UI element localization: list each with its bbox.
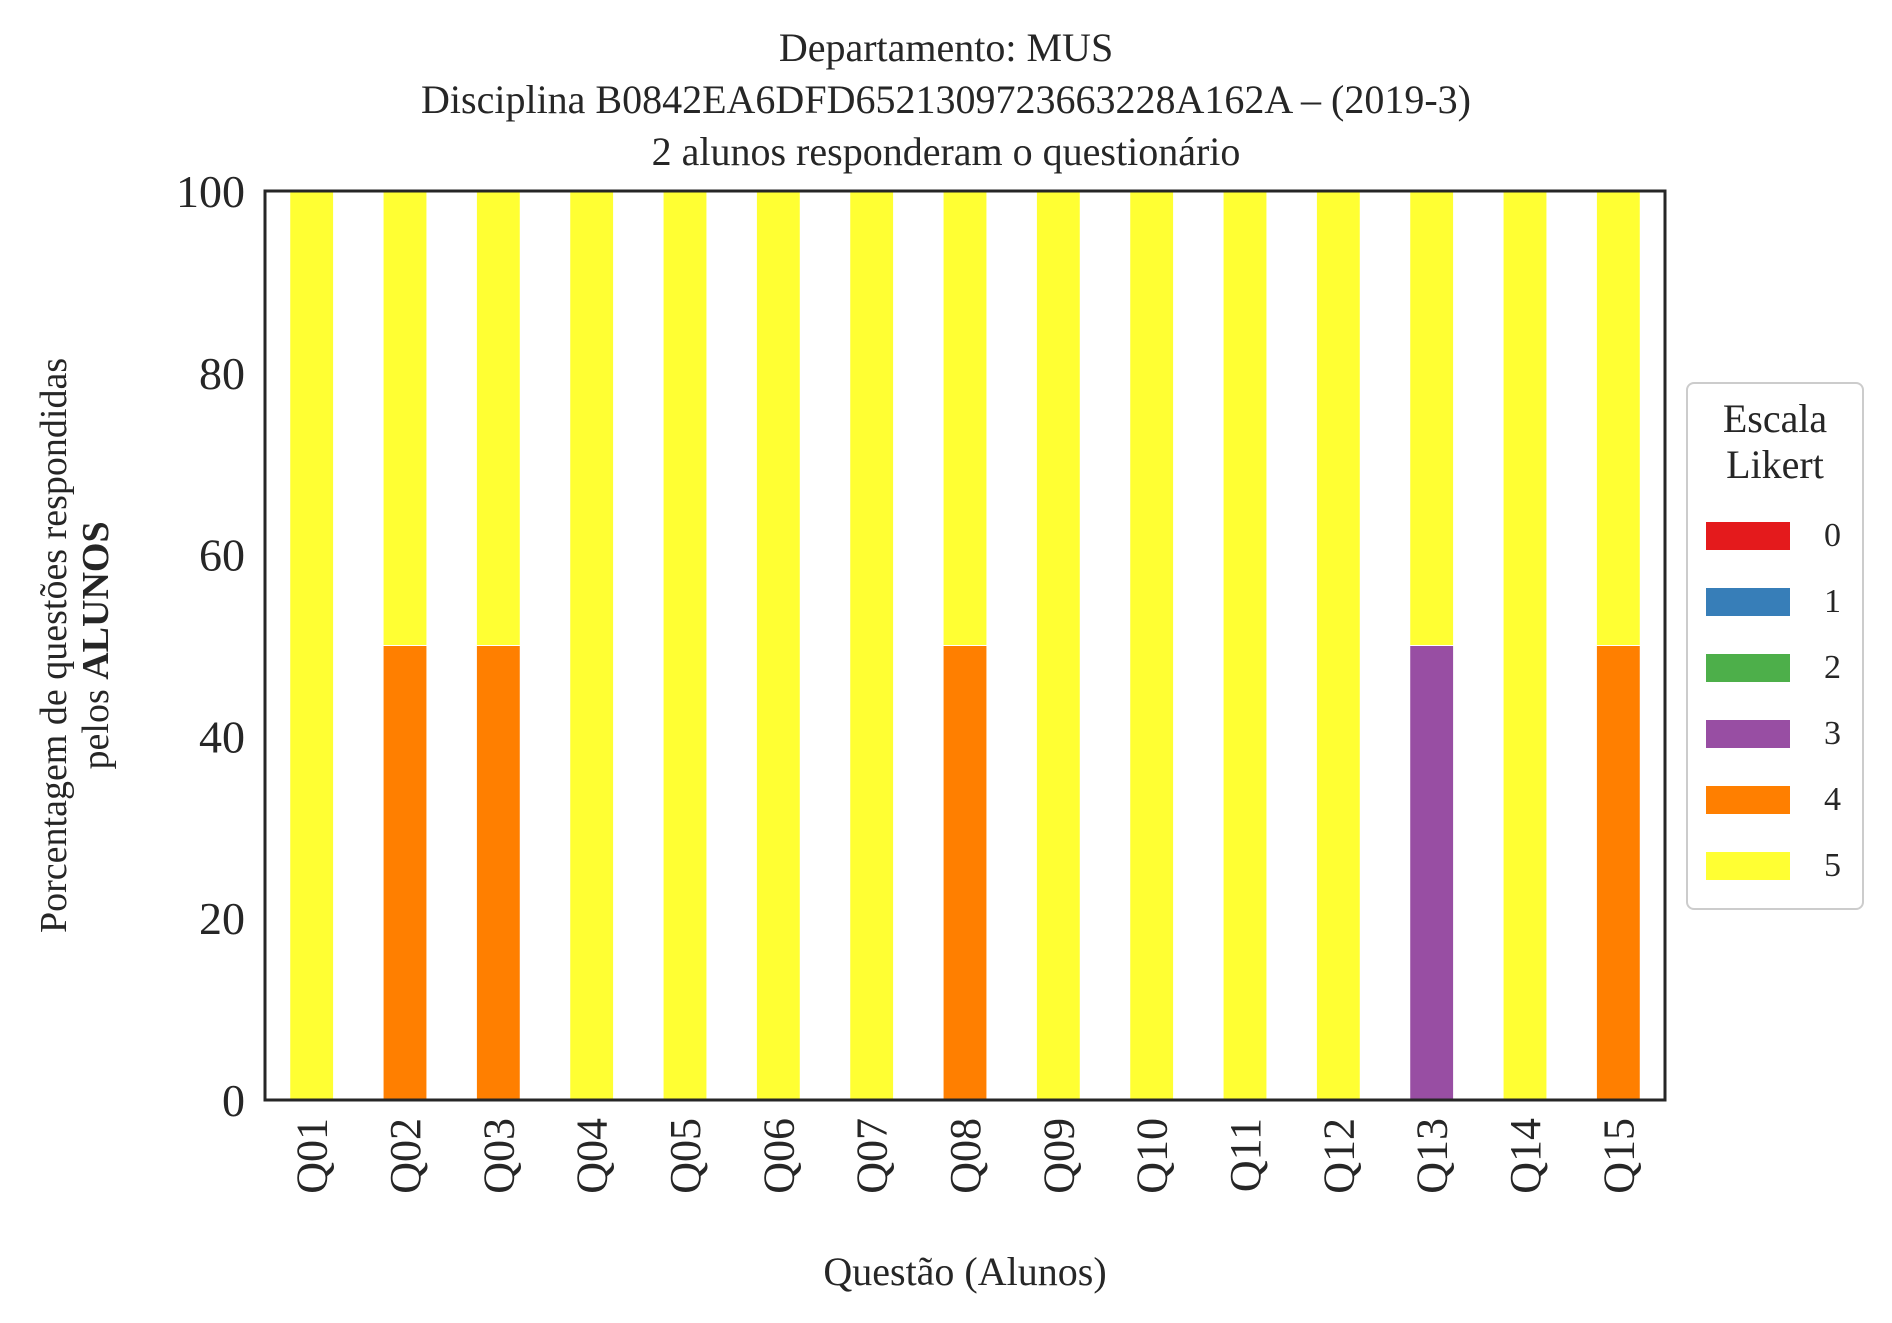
bar-q02-level-4	[382, 645, 428, 1101]
legend-swatch-5	[1706, 852, 1790, 880]
x-tick-label-q11: Q11	[1221, 1118, 1270, 1192]
x-tick-label-q09: Q09	[1034, 1118, 1083, 1194]
legend-swatch-1	[1706, 588, 1790, 616]
legend-swatch-3	[1706, 720, 1790, 748]
bar-q12-level-5	[1315, 190, 1361, 1101]
legend-label-3: 3	[1824, 715, 1841, 752]
x-tick-label-q08: Q08	[941, 1118, 990, 1194]
bar-q03-level-5	[475, 190, 521, 646]
x-ticks-group: Q01 Q02 Q03 Q04 Q05 Q06 Q07 Q08 Q09 Q10 Q11 Q12 Q13 Q…	[288, 1118, 1644, 1194]
bar-q04-level-5	[569, 190, 615, 1101]
x-axis-label: Questão (Alunos)	[823, 1249, 1107, 1294]
y-axis-label-line-2: pelos ALUNOS	[75, 358, 117, 933]
plot-frame	[263, 189, 1667, 1102]
y-axis-label: Porcentagem de questões respondidas pelo…	[33, 358, 117, 933]
legend-label-4: 4	[1824, 781, 1841, 818]
y-tick-label-40: 40	[199, 711, 245, 762]
bar-q15-level-5	[1595, 190, 1641, 646]
y-axis-label-line-1: Porcentagem de questões respondidas	[33, 357, 75, 933]
bar-q13-level-3	[1409, 645, 1455, 1101]
x-tick-label-q13: Q13	[1408, 1118, 1457, 1194]
legend-item-2: 2	[1706, 646, 1856, 686]
bar-q08-level-5	[942, 190, 988, 646]
legend-item-4: 4	[1706, 778, 1856, 818]
bar-q10-level-5	[1129, 190, 1175, 1101]
bar-q02-level-5	[382, 190, 428, 646]
legend-title-line-1: Escala	[1722, 396, 1828, 441]
legend: Escala Likert 0 1 2 3 4 5	[1686, 382, 1864, 910]
x-tick-label-q10: Q10	[1128, 1118, 1177, 1194]
x-tick-label-q02: Q02	[381, 1118, 430, 1194]
y-tick-label-0: 0	[222, 1075, 245, 1126]
legend-item-5: 5	[1706, 844, 1856, 884]
bar-q06-level-5	[755, 190, 801, 1101]
x-tick-label-q07: Q07	[848, 1118, 897, 1194]
x-tick-label-q01: Q01	[288, 1118, 337, 1194]
y-tick-label-20: 20	[199, 893, 245, 944]
y-axis-label-bold: ALUNOS	[75, 521, 117, 680]
legend-swatch-0	[1706, 522, 1790, 550]
bar-q09-level-5	[1035, 190, 1081, 1101]
x-tick-label-q04: Q04	[568, 1118, 617, 1194]
legend-label-5: 5	[1824, 847, 1841, 884]
x-tick-label-q14: Q14	[1501, 1118, 1550, 1194]
legend-swatch-4	[1706, 786, 1790, 814]
legend-item-1: 1	[1706, 580, 1856, 620]
chart-title-line-2: Disciplina B0842EA6DFD6521309723663228A1…	[421, 77, 1471, 122]
x-tick-label-q05: Q05	[661, 1118, 710, 1194]
x-tick-label-q03: Q03	[474, 1118, 523, 1194]
legend-title: Escala Likert	[1688, 396, 1862, 488]
x-tick-label-q06: Q06	[754, 1118, 803, 1194]
bar-q03-level-4	[475, 645, 521, 1101]
legend-label-0: 0	[1824, 517, 1841, 554]
y-axis-label-prefix: pelos	[75, 679, 117, 770]
bar-q15-level-4	[1595, 645, 1641, 1101]
y-ticks-group: 0 20 40 60 80 100	[176, 166, 245, 1126]
legend-item-3: 3	[1706, 712, 1856, 752]
y-tick-label-80: 80	[199, 348, 245, 399]
bar-q05-level-5	[662, 190, 708, 1101]
y-tick-label-60: 60	[199, 530, 245, 581]
x-tick-label-q15: Q15	[1594, 1118, 1643, 1194]
legend-swatch-2	[1706, 654, 1790, 682]
y-tick-label-100: 100	[176, 166, 245, 217]
bar-q07-level-5	[849, 190, 895, 1101]
legend-label-2: 2	[1824, 649, 1841, 686]
x-tick-label-q12: Q12	[1314, 1118, 1363, 1194]
legend-item-0: 0	[1706, 514, 1856, 554]
legend-label-1: 1	[1824, 583, 1841, 620]
legend-title-line-2: Likert	[1726, 442, 1824, 487]
bar-q08-level-4	[942, 645, 988, 1101]
bars-group	[289, 190, 1641, 1101]
chart-title-line-3: 2 alunos responderam o questionário	[651, 129, 1241, 174]
bar-q01-level-5	[289, 190, 335, 1101]
bar-q14-level-5	[1502, 190, 1548, 1101]
chart-title-line-1: Departamento: MUS	[778, 25, 1114, 70]
bar-q11-level-5	[1222, 190, 1268, 1101]
bar-q13-level-5	[1409, 190, 1455, 646]
